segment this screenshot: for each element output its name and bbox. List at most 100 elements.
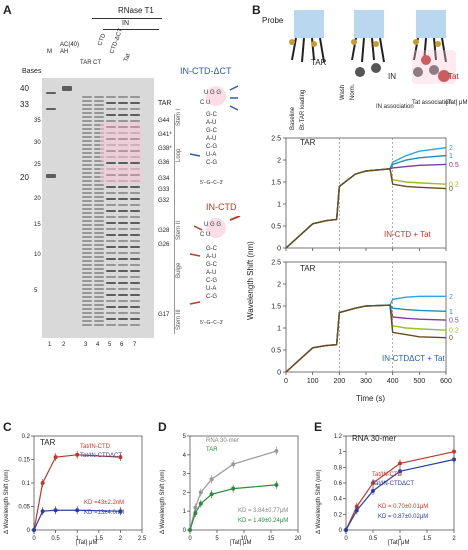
- c-xtick-label: 2.5: [138, 536, 147, 542]
- b1-series-label: 0.5: [449, 162, 459, 169]
- lane-num-1: 1: [48, 342, 52, 348]
- lane-num-2: 2: [62, 342, 66, 348]
- lane-tar: TAR: [80, 60, 92, 66]
- b-xtick-label: 200: [333, 378, 345, 385]
- c-ytick-label: 0.1: [22, 481, 31, 487]
- b-xtick-label: 500: [413, 378, 425, 385]
- d-fit-1: [189, 484, 277, 531]
- d-legend-2: TAR: [206, 447, 218, 453]
- marker-20: 20: [20, 173, 29, 182]
- step-wash: Wash: [340, 84, 346, 100]
- tick-10: 10: [34, 252, 41, 258]
- e-xtick-label: 0: [344, 536, 348, 542]
- e-ytick-label: 0: [339, 528, 343, 534]
- b-xtick-label: 100: [307, 378, 319, 385]
- b2-series-label: 2: [449, 294, 453, 301]
- panel-e-letter: E: [314, 420, 323, 434]
- svg-text:G-C: G-C: [206, 262, 218, 268]
- svg-text:G-C: G-C: [206, 112, 218, 118]
- svg-text:U G G: U G G: [204, 90, 221, 96]
- g28: G28: [158, 228, 170, 234]
- b1-series-label: 0.2: [449, 182, 459, 189]
- b-xtick-label: 400: [387, 378, 399, 385]
- e-title: RNA 30-mer: [352, 434, 397, 443]
- g36: G36: [158, 160, 170, 166]
- d-kd-1: KD = 3.84±0.77μM: [238, 508, 289, 514]
- c-xtick-label: 0: [32, 536, 36, 542]
- d-xtick-label: 10: [241, 536, 248, 542]
- e-legend-1: Tat/IN-CTD: [372, 472, 402, 478]
- region-stem2: Stem II: [176, 220, 182, 240]
- svg-text:U-A: U-A: [206, 152, 216, 158]
- region-rule: [174, 114, 175, 334]
- step-baseline: Baseline: [290, 106, 296, 130]
- e-ytick-label: 0.6: [334, 481, 343, 487]
- in-rule: [103, 29, 159, 30]
- b2-ytick-label: 1.5: [271, 304, 281, 311]
- b-xlabel: Time (s): [356, 394, 386, 403]
- d-xtick-label: 20: [295, 536, 302, 542]
- struct2-title: IN-CTD: [206, 202, 237, 212]
- lane-num-3: 3: [84, 342, 88, 348]
- b1-series-label: 0: [449, 186, 453, 193]
- b-ylabel: Wavelength Shift (nm): [246, 241, 255, 320]
- lane-tat: Tat: [123, 53, 132, 63]
- c-kd-2: KD =13±4.0nM: [84, 510, 125, 516]
- tick-5: 5: [34, 288, 38, 294]
- panel-d-letter: D: [158, 420, 167, 434]
- g32: G32: [158, 198, 170, 204]
- region-loop: Loop: [176, 148, 182, 162]
- panel-c-letter: C: [3, 420, 12, 434]
- b-xtick-label: 600: [440, 378, 452, 385]
- lane-ct: CT: [93, 60, 101, 66]
- lane-ctd: CTD: [97, 33, 108, 47]
- struct1-diagram: U G G C U G-C A-U G-C A-U C-G U-A C-G 5'…: [189, 85, 239, 186]
- struct2-diagram: U G G C U G-C A-U G-C A-U C-G U-A C-G 5'…: [189, 216, 241, 326]
- svg-text:G-C: G-C: [206, 246, 218, 252]
- b2-ytick-label: 1: [277, 326, 281, 333]
- e-ytick-label: 0.2: [334, 512, 343, 518]
- b2-ytick-label: 2: [277, 282, 281, 289]
- panel-a-letter: A: [3, 3, 12, 17]
- lane-num-5: 5: [108, 342, 112, 348]
- probe-schematic: [289, 10, 456, 84]
- e-xlabel: [Tat] μM: [388, 540, 410, 546]
- svg-text:A-U: A-U: [206, 120, 216, 126]
- b-xtick-label: 300: [360, 378, 372, 385]
- svg-text:U-A: U-A: [206, 286, 216, 292]
- b1-ytick-label: 1.5: [271, 180, 281, 187]
- tick-35: 35: [34, 118, 41, 124]
- panel-d-chart: 0 5 10 15 20 0 1 2 3 4 5: [183, 434, 302, 542]
- b2-series-0: [285, 304, 447, 373]
- svg-text:C U: C U: [200, 232, 210, 238]
- d-ylabel: Δ Wavelength Shift (nm): [160, 469, 166, 534]
- e-kd-1: KD = 0.70±0.01μM: [378, 504, 429, 510]
- lane-num-7: 7: [133, 342, 137, 348]
- region-bulge: Bulge: [176, 262, 182, 278]
- b2-ytick-label: 2.5: [271, 260, 281, 267]
- g38: G38*: [158, 146, 172, 152]
- c-xlabel: [Tat] μM: [76, 540, 98, 546]
- d-ytick-label: 3: [183, 472, 187, 478]
- d-xtick-label: 15: [268, 536, 275, 542]
- panel-b-letter: B: [252, 3, 261, 17]
- c-xtick-label: 0.5: [51, 536, 60, 542]
- b1-series-label: 1: [449, 153, 453, 160]
- e-xtick-label: 1.5: [423, 536, 432, 542]
- e-ytick-label: 0.8: [334, 465, 343, 471]
- schematic-tar: TAR: [311, 58, 327, 67]
- gel-tar-label: TAR: [158, 100, 172, 107]
- svg-text:C-G: C-G: [206, 294, 217, 300]
- lane-num-4: 4: [96, 342, 100, 348]
- lane-num-6: 6: [120, 342, 124, 348]
- c-kd-1: KD =43±2.2nM: [84, 500, 125, 506]
- bases-label: Bases: [22, 68, 42, 75]
- svg-text:G-C: G-C: [206, 128, 218, 134]
- d-ytick-label: 0: [183, 528, 187, 534]
- e-kd-2: KD = 0.87±0.02μM: [378, 514, 429, 520]
- c-legend-1: Tat/IN-CTD: [80, 444, 110, 450]
- step-loading: Bt-TAR loading: [300, 89, 306, 130]
- tick-30: 30: [34, 140, 41, 146]
- d-ytick-label: 4: [183, 453, 187, 459]
- d-xlabel: [Tat] μM: [230, 540, 252, 546]
